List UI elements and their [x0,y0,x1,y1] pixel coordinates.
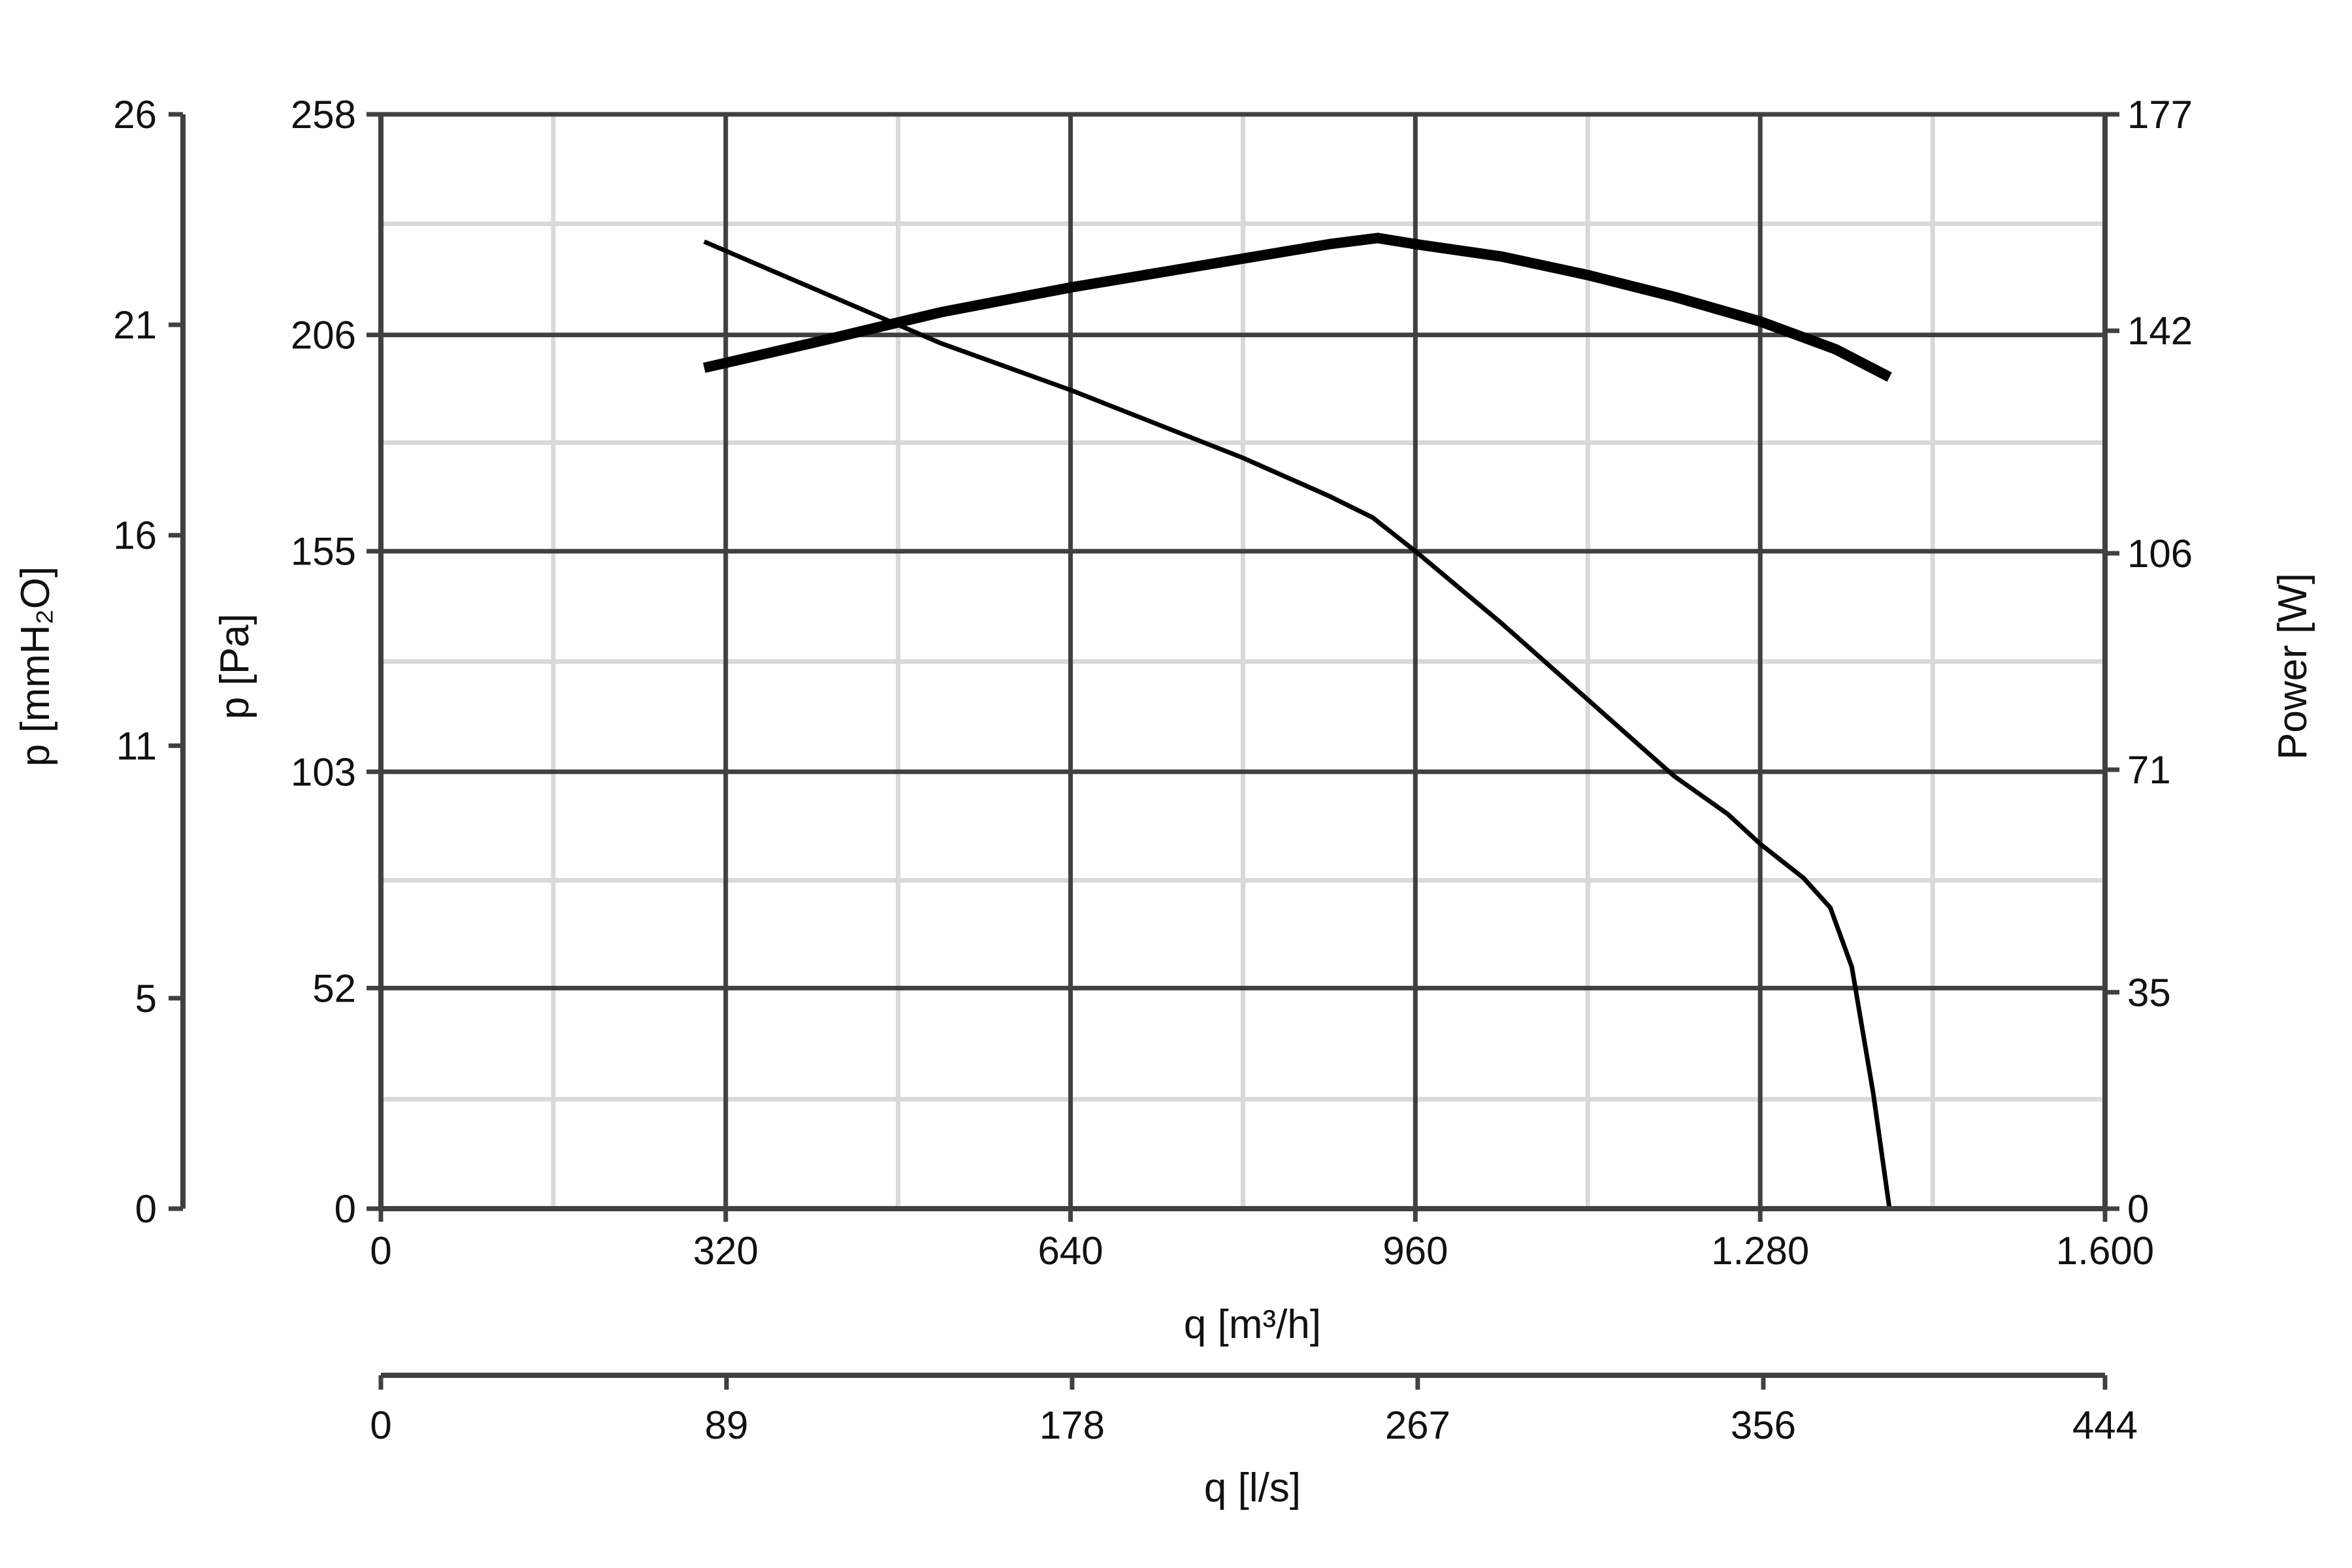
y-outer-tick-label: 21 [113,303,157,347]
x2-tick-label: 267 [1385,1403,1450,1447]
x-tick-label: 640 [1038,1229,1103,1273]
x2-tick-label: 444 [2072,1403,2138,1447]
y-outer-tick-label: 16 [113,514,157,557]
x-tick-label: 0 [370,1229,391,1273]
y-outer-tick-label: 5 [135,977,157,1021]
y-outer-tick-label: 11 [116,724,157,768]
major-gridlines [381,112,2105,1209]
axes-layer [169,112,2119,1390]
y-tick-label: 103 [291,750,356,794]
y-tick-label: 155 [291,530,356,574]
y-right-tick-label: 0 [2127,1187,2149,1231]
y-tick-label: 258 [291,93,356,137]
pressure-curve [703,239,1892,1209]
power-curve [703,233,1892,382]
y-outer-axis-title: p [mmH₂O] [13,566,58,767]
y-axis-title: p [Pa] [212,613,257,719]
y-right-axis-title: Power [W] [2270,573,2315,760]
x-axis-title: q [m³/h] [1184,1302,1321,1347]
x-tick-label: 1.600 [2056,1229,2154,1273]
tick-labels-layer: 0 52 103 155 206 258 0 5 11 16 21 26 0 35 71 106 142 177 0… [113,93,2193,1447]
y-right-tick-label: 35 [2127,971,2171,1015]
y-outer-tick-label: 0 [135,1187,157,1231]
x2-tick-label: 356 [1731,1403,1796,1447]
y-right-tick-label: 106 [2127,532,2193,576]
x2-tick-label: 0 [370,1403,391,1447]
y-right-tick-label: 142 [2127,309,2193,353]
y-right-tick-label: 177 [2127,93,2193,137]
y-tick-label: 0 [335,1187,356,1231]
series-layer [703,233,1892,1209]
x2-tick-label: 178 [1039,1403,1105,1447]
x2-tick-label: 89 [705,1403,749,1447]
y-outer-tick-label: 26 [113,93,157,137]
minor-gridlines [381,114,2105,1209]
y-tick-label: 206 [291,314,356,357]
x-tick-label: 960 [1382,1229,1448,1273]
x-tick-label: 320 [693,1229,759,1273]
y-tick-label: 52 [312,966,356,1010]
x2-axis-title: q [l/s] [1204,1465,1301,1511]
x-tick-label: 1.280 [1711,1229,1809,1273]
y-right-tick-label: 71 [2127,748,2171,792]
